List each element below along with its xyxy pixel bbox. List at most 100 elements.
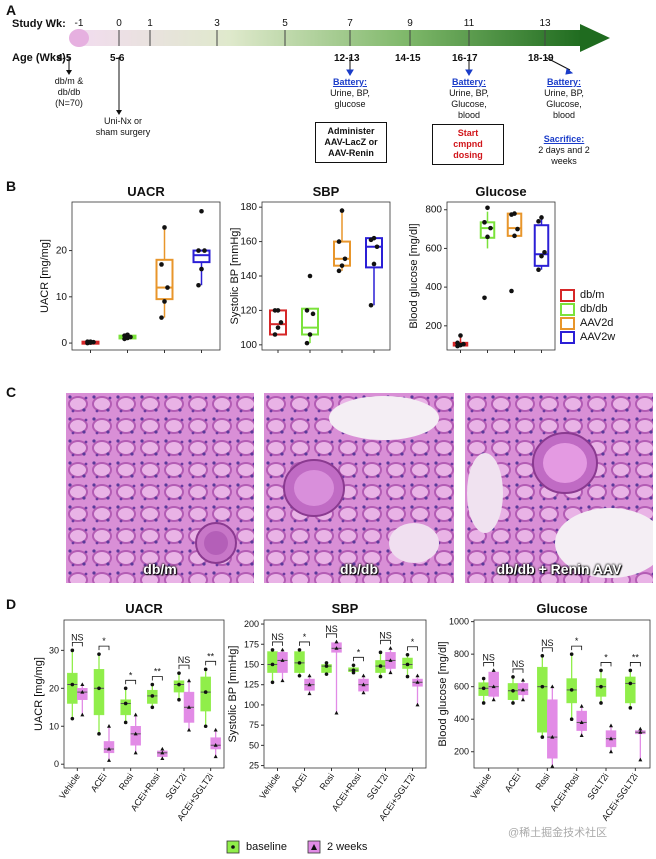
weeks2-point — [334, 639, 339, 644]
y-tick-label: 25 — [249, 761, 259, 771]
surgery-note: Uni-Nx or sham surgery — [95, 116, 151, 137]
legend-b-swatch — [560, 288, 575, 302]
x-tick-label: SGLT2i — [585, 771, 610, 801]
weeks2-point — [334, 710, 339, 715]
significance-bracket — [178, 664, 190, 670]
significance-bracket — [98, 645, 110, 651]
baseline-point — [177, 697, 181, 702]
weeks2-point — [307, 673, 312, 678]
baseline-box — [173, 680, 185, 693]
significance-label: NS — [178, 655, 191, 665]
legend-baseline-swatch — [226, 840, 240, 854]
x-tick-label: SGLT2i — [163, 771, 188, 801]
weeks2-point — [361, 682, 366, 687]
timeline-svg: -1 0 1 3 5 7 9 11 13 — [66, 18, 610, 115]
significance-bracket — [571, 645, 583, 651]
legend-baseline-label: baseline — [246, 841, 287, 853]
histology-label-db-db: db/db — [339, 561, 379, 577]
data-point — [458, 333, 463, 338]
plot-frame — [71, 201, 221, 351]
baseline-point — [481, 686, 486, 691]
y-tick-label: 10 — [49, 721, 59, 731]
significance-bracket — [299, 641, 310, 646]
panel-label-b: B — [6, 178, 17, 194]
age-16-17: 16-17 — [452, 53, 478, 64]
age-4-5: 4-5 — [57, 53, 72, 64]
plot-frame — [473, 619, 651, 769]
data-point — [371, 261, 377, 267]
baseline-box — [625, 676, 636, 704]
legend-b-item: db/db — [560, 302, 650, 316]
significance-label: NS — [71, 632, 84, 642]
x-tick-label: Vehicle — [257, 771, 282, 801]
weeks2-point — [334, 646, 339, 650]
data-point — [125, 332, 130, 338]
weeks2-point — [415, 673, 420, 678]
significance-bracket — [326, 633, 337, 638]
weeks2-point — [415, 702, 420, 707]
baseline-point — [511, 701, 515, 705]
baseline-point — [70, 716, 75, 721]
histology-db-db: db/db — [264, 393, 454, 583]
baseline-point — [297, 661, 302, 665]
weeks2-point — [160, 746, 165, 751]
significance-bracket — [407, 646, 418, 651]
chart-title: UACR — [127, 184, 165, 199]
week-label--1: -1 — [75, 18, 84, 29]
age-18-19: 18-19 — [528, 53, 554, 64]
weeks2-point — [491, 668, 496, 672]
box — [506, 212, 523, 237]
chart-title: SBP — [313, 184, 340, 199]
baseline-point — [378, 674, 383, 679]
baseline-point — [97, 732, 101, 736]
age-14-15: 14-15 — [395, 53, 421, 64]
data-point — [162, 225, 167, 230]
legend-b: db/m db/db AAV2d AAV2w — [560, 288, 650, 344]
weeks2-point — [521, 687, 525, 692]
x-tick-label: ACEi — [503, 771, 523, 794]
data-point — [307, 332, 313, 337]
x-tick-label: Rosi — [533, 771, 552, 791]
chart-title: SBP — [332, 601, 359, 616]
weeks2-point — [579, 703, 584, 708]
age-5-6: 5-6 — [110, 53, 125, 64]
data-point — [482, 295, 487, 301]
data-point — [304, 308, 310, 313]
baseline-point — [378, 650, 383, 655]
y-tick-label: 150 — [244, 659, 259, 669]
baseline-point — [324, 661, 329, 665]
box — [333, 240, 351, 267]
y-tick-label: 30 — [49, 645, 59, 655]
weeks2-box — [77, 688, 88, 700]
box — [155, 258, 174, 301]
data-point — [488, 225, 493, 231]
baseline-point — [511, 688, 515, 693]
baseline-point — [203, 690, 208, 694]
significance-bracket — [272, 641, 283, 646]
weeks2-point — [160, 756, 165, 761]
baseline-point — [569, 688, 574, 692]
data-point — [539, 215, 544, 220]
data-point — [275, 308, 281, 313]
weeks2-point — [609, 736, 613, 741]
x-tick-label: SGLT2i — [365, 771, 390, 801]
histology-db-m: db/m — [66, 393, 254, 583]
significance-label: * — [303, 632, 307, 642]
chart-B-Glucose: Glucose 200 400 600 800 Blood glucose [mg/dl] — [408, 184, 556, 353]
baseline-point — [150, 694, 155, 698]
weeks2-point — [133, 750, 138, 755]
baseline-point — [270, 648, 275, 652]
timeline-ticks — [118, 30, 546, 46]
baseline-box — [93, 669, 105, 716]
weeks2-point — [521, 677, 525, 682]
baseline-point — [123, 720, 128, 725]
baseline-point — [405, 674, 410, 679]
plot-frame — [446, 201, 556, 351]
y-axis-label: Systolic BP [mmHg] — [229, 228, 241, 325]
chart-B-UACR: UACR 0 10 20 UACR [mg/mg] — [39, 184, 221, 353]
baseline-point — [569, 652, 574, 656]
start-marker — [69, 29, 89, 47]
box — [269, 309, 287, 336]
panel-label-d: D — [6, 596, 17, 612]
data-point — [339, 208, 345, 213]
